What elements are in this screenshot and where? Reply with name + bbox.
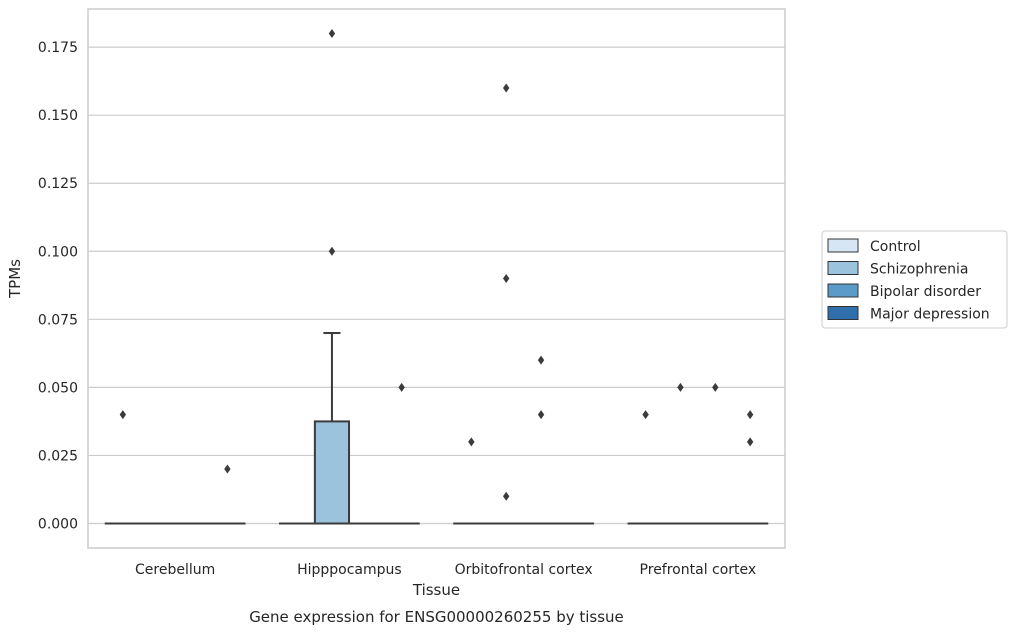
x-tick-label: Orbitofrontal cortex [455, 562, 593, 578]
legend: Control Schizophrenia Bipolar disorder Majo… [821, 230, 1008, 329]
y-tick-label: 0.175 [38, 40, 78, 56]
outlier-point [328, 246, 336, 256]
outlier-point [224, 464, 231, 474]
y-tick-label: 0.075 [38, 312, 78, 328]
legend-swatch [827, 306, 859, 320]
outlier-points [119, 29, 754, 501]
outlier-point [468, 437, 475, 447]
y-tick-label: 0.125 [38, 176, 78, 192]
outlier-point [746, 437, 754, 447]
outlier-point [537, 410, 545, 420]
outlier-point [503, 491, 510, 501]
x-tick-label: Hipppocampus [297, 562, 402, 578]
outlier-point [746, 410, 754, 420]
box-groups [104, 331, 769, 525]
legend-entry-label: Control [870, 239, 921, 255]
box-body [313, 420, 351, 525]
chart-caption: Gene expression for ENSG00000260255 by t… [249, 608, 624, 626]
outlier-point [642, 410, 649, 420]
x-tick-label: Prefrontal cortex [640, 562, 757, 578]
legend-frame [821, 230, 1008, 329]
outlier-point [119, 410, 127, 420]
outlier-point [503, 83, 510, 93]
y-tick-label: 0.025 [38, 448, 78, 464]
legend-entry-label: Schizophrenia [870, 262, 968, 278]
x-tick-label: Cerebellum [135, 562, 215, 578]
y-tick-label: 0.100 [38, 244, 78, 260]
y-tick-label: 0.050 [38, 380, 78, 396]
legend-entry-label: Major depression [870, 307, 990, 323]
legend-swatch [827, 238, 859, 253]
outlier-point [398, 382, 405, 392]
x-tick-labels: Cerebellum Hipppocampus Orbitofrontal cort… [135, 562, 756, 578]
plot-area-frame [87, 8, 786, 549]
legend-swatch [827, 283, 859, 298]
y-tick-labels: 0.000 0.025 0.050 0.075 0.100 0.125 0.150 0.175 [38, 40, 78, 532]
y-tick-label: 0.150 [38, 108, 78, 124]
outlier-point [712, 382, 719, 392]
legend-swatch [827, 261, 859, 275]
outlier-point [503, 274, 510, 283]
y-axis-label: TPMs [6, 259, 24, 299]
outlier-point [537, 355, 545, 365]
y-tick-label: 0.000 [38, 517, 78, 533]
box-1-1 [313, 331, 351, 525]
legend-entry-label: Bipolar disorder [870, 284, 981, 300]
outlier-point [328, 29, 336, 38]
x-axis-label: Tissue [412, 581, 460, 599]
outlier-point [677, 382, 684, 392]
